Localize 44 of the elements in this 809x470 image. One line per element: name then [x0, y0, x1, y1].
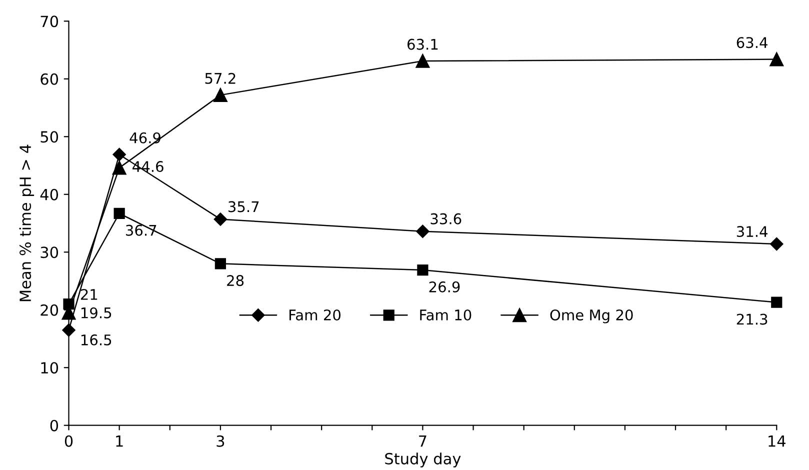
x-tick-label: 0	[64, 435, 73, 447]
data-label: 36.7	[126, 224, 156, 236]
point	[214, 88, 228, 102]
data-label: 46.9	[130, 132, 160, 144]
data-label: 21.3	[736, 314, 768, 325]
data-label: 26.9	[429, 281, 460, 292]
point	[770, 237, 784, 251]
y-tick-label: 0	[50, 420, 58, 432]
legend-label: Fam 10	[420, 309, 472, 320]
x-tick-label: 14	[768, 436, 786, 447]
x-tick-label: 1	[116, 436, 123, 447]
data-label: 63.1	[407, 38, 438, 50]
x-tick-label: 3	[216, 435, 224, 447]
y-tick-label: 10	[41, 362, 58, 374]
y-tick-label: 20	[40, 304, 58, 316]
point	[416, 54, 430, 68]
point	[112, 160, 126, 175]
x-axis-title: Study day	[385, 452, 461, 468]
point	[770, 52, 784, 66]
data-label: 19.5	[81, 307, 112, 318]
data-label: 31.4	[736, 226, 768, 238]
data-label: 21	[80, 288, 98, 300]
legend-label: Fam 20	[290, 309, 340, 320]
point	[771, 296, 782, 308]
data-label: 57.2	[205, 72, 236, 84]
data-label: 28	[227, 275, 244, 286]
legend-label: Ome Mg 20	[550, 309, 633, 324]
y-tick-label: 40	[40, 188, 58, 200]
point	[112, 148, 126, 162]
data-label: 33.6	[430, 213, 462, 224]
y-tick-label: 30	[40, 246, 58, 258]
point	[416, 224, 430, 238]
data-label: 63.4	[736, 37, 768, 48]
y-tick-label: 50	[40, 131, 58, 143]
data-label: 35.7	[228, 201, 259, 212]
data-label: 16.5	[81, 334, 112, 346]
point	[417, 264, 428, 276]
x-tick-label: 7	[419, 436, 426, 447]
y-axis-title: Mean % time pH > 4	[19, 144, 34, 302]
point	[214, 212, 228, 226]
point	[214, 258, 226, 270]
y-tick-label: 70	[40, 16, 58, 28]
y-tick-label: 60	[40, 73, 58, 85]
point	[114, 208, 125, 219]
